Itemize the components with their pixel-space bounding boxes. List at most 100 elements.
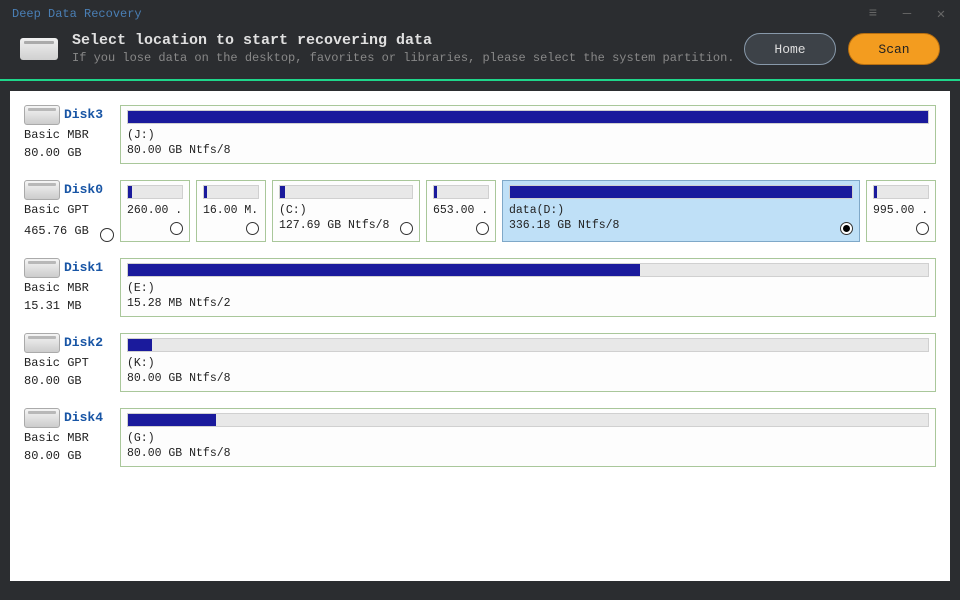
header-text: Select location to start recovering data… bbox=[72, 32, 744, 67]
disk-name: Disk1 bbox=[64, 260, 103, 275]
partition-usage-fill bbox=[128, 111, 928, 123]
partition[interactable]: (J:)80.00 GB Ntfs/8 bbox=[120, 105, 936, 164]
partition-usage-fill bbox=[128, 264, 640, 276]
partition-usage-fill bbox=[280, 186, 285, 198]
partition-usage-fill bbox=[128, 414, 216, 426]
partition-usage-fill bbox=[874, 186, 877, 198]
partition-detail: 995.00 . bbox=[873, 203, 929, 219]
disk-info: Disk0 Basic GPT 465.76 GB bbox=[24, 180, 114, 242]
partition-radio[interactable] bbox=[840, 222, 853, 235]
app-title: Deep Data Recovery bbox=[12, 7, 142, 21]
partition-usage-bar bbox=[127, 338, 929, 352]
disk-size: 465.76 GB bbox=[24, 220, 114, 242]
scan-button[interactable]: Scan bbox=[848, 33, 940, 65]
partition-detail: 653.00 . bbox=[433, 203, 489, 219]
partition-usage-bar bbox=[279, 185, 413, 199]
disk-radio[interactable] bbox=[100, 228, 114, 242]
partition-usage-fill bbox=[128, 339, 152, 351]
partition-usage-bar bbox=[509, 185, 853, 199]
menu-icon[interactable]: ≡ bbox=[866, 6, 880, 23]
partition-usage-bar bbox=[127, 185, 183, 199]
disk-row: Disk0 Basic GPT 465.76 GB 260.00 . 16.00 M.… bbox=[24, 180, 936, 242]
disk-name: Disk4 bbox=[64, 410, 103, 425]
partition[interactable]: 995.00 . bbox=[866, 180, 936, 242]
header-subtitle: If you lose data on the desktop, favorit… bbox=[72, 51, 744, 67]
partition[interactable]: (G:)80.00 GB Ntfs/8 bbox=[120, 408, 936, 467]
titlebar: Deep Data Recovery ≡ — ✕ bbox=[0, 0, 960, 28]
disk-icon bbox=[24, 333, 60, 353]
disk-name: Disk0 bbox=[64, 182, 103, 197]
disk-row: Disk4 Basic MBR 80.00 GB (G:)80.00 GB Ntfs/… bbox=[24, 408, 936, 467]
header-buttons: Home Scan bbox=[744, 33, 940, 65]
partition-usage-bar bbox=[127, 413, 929, 427]
partition[interactable]: data(D:)336.18 GB Ntfs/8 bbox=[502, 180, 860, 242]
partition-label: (G:) bbox=[127, 431, 929, 447]
partitions: (J:)80.00 GB Ntfs/8 bbox=[120, 105, 936, 164]
window-controls: ≡ — ✕ bbox=[866, 6, 948, 23]
partition-usage-bar bbox=[433, 185, 489, 199]
home-button[interactable]: Home bbox=[744, 33, 836, 65]
header-title: Select location to start recovering data bbox=[72, 32, 744, 49]
partition-detail: 80.00 GB Ntfs/8 bbox=[127, 371, 929, 387]
disk-type: Basic GPT bbox=[24, 355, 114, 371]
partition-radio[interactable] bbox=[476, 222, 489, 235]
partition-usage-bar bbox=[203, 185, 259, 199]
disk-size: 15.31 MB bbox=[24, 298, 114, 314]
partition[interactable]: 16.00 M. bbox=[196, 180, 266, 242]
disk-info: Disk1 Basic MBR 15.31 MB bbox=[24, 258, 114, 317]
partition-usage-bar bbox=[127, 263, 929, 277]
disk-type: Basic MBR bbox=[24, 430, 114, 446]
partition[interactable]: (C:)127.69 GB Ntfs/8 bbox=[272, 180, 420, 242]
partition-detail: 336.18 GB Ntfs/8 bbox=[509, 218, 853, 234]
disk-type: Basic MBR bbox=[24, 127, 114, 143]
partition-radio[interactable] bbox=[246, 222, 259, 235]
partitions: 260.00 . 16.00 M. (C:)127.69 GB Ntfs/8 653.… bbox=[120, 180, 936, 242]
partition-label: (J:) bbox=[127, 128, 929, 144]
disk-row: Disk3 Basic MBR 80.00 GB (J:)80.00 GB Ntfs/… bbox=[24, 105, 936, 164]
disk-type: Basic MBR bbox=[24, 280, 114, 296]
partition-usage-bar bbox=[127, 110, 929, 124]
partition[interactable]: (E:)15.28 MB Ntfs/2 bbox=[120, 258, 936, 317]
partition[interactable]: 653.00 . bbox=[426, 180, 496, 242]
disk-list: Disk3Basic MBR80.00 GB(J:)80.00 GB Ntfs/… bbox=[10, 91, 950, 581]
minimize-icon[interactable]: — bbox=[900, 6, 914, 23]
disk-type: Basic GPT bbox=[24, 202, 114, 218]
partition-label: (E:) bbox=[127, 281, 929, 297]
partition-radio[interactable] bbox=[170, 222, 183, 235]
partition-usage-fill bbox=[204, 186, 207, 198]
disk-icon bbox=[24, 105, 60, 125]
partitions: (E:)15.28 MB Ntfs/2 bbox=[120, 258, 936, 317]
partition-detail: 127.69 GB Ntfs/8 bbox=[279, 218, 413, 234]
disk-icon bbox=[24, 180, 60, 200]
partition-label: data(D:) bbox=[509, 203, 853, 219]
disk-info: Disk4 Basic MBR 80.00 GB bbox=[24, 408, 114, 467]
disk-name: Disk3 bbox=[64, 107, 103, 122]
disk-size: 80.00 GB bbox=[24, 145, 114, 161]
disk-info: Disk3 Basic MBR 80.00 GB bbox=[24, 105, 114, 164]
partition[interactable]: 260.00 . bbox=[120, 180, 190, 242]
disk-icon bbox=[24, 258, 60, 278]
disk-row: Disk2 Basic GPT 80.00 GB (K:)80.00 GB Ntfs/… bbox=[24, 333, 936, 392]
hdd-icon bbox=[20, 38, 58, 60]
partition-radio[interactable] bbox=[916, 222, 929, 235]
disk-icon bbox=[24, 408, 60, 428]
disk-size: 80.00 GB bbox=[24, 448, 114, 464]
partition-detail: 260.00 . bbox=[127, 203, 183, 219]
partition-label: (C:) bbox=[279, 203, 413, 219]
partition-radio[interactable] bbox=[400, 222, 413, 235]
partition-usage-fill bbox=[434, 186, 437, 198]
partition-detail: 16.00 M. bbox=[203, 203, 259, 219]
disk-name: Disk2 bbox=[64, 335, 103, 350]
partition-usage-fill bbox=[510, 186, 852, 198]
partition[interactable]: (K:)80.00 GB Ntfs/8 bbox=[120, 333, 936, 392]
header: Select location to start recovering data… bbox=[0, 28, 960, 81]
partition-usage-fill bbox=[128, 186, 132, 198]
partitions: (G:)80.00 GB Ntfs/8 bbox=[120, 408, 936, 467]
disk-size: 80.00 GB bbox=[24, 373, 114, 389]
disk-info: Disk2 Basic GPT 80.00 GB bbox=[24, 333, 114, 392]
partition-detail: 80.00 GB Ntfs/8 bbox=[127, 446, 929, 462]
close-icon[interactable]: ✕ bbox=[934, 6, 948, 23]
partitions: (K:)80.00 GB Ntfs/8 bbox=[120, 333, 936, 392]
partition-label: (K:) bbox=[127, 356, 929, 372]
partition-detail: 80.00 GB Ntfs/8 bbox=[127, 143, 929, 159]
